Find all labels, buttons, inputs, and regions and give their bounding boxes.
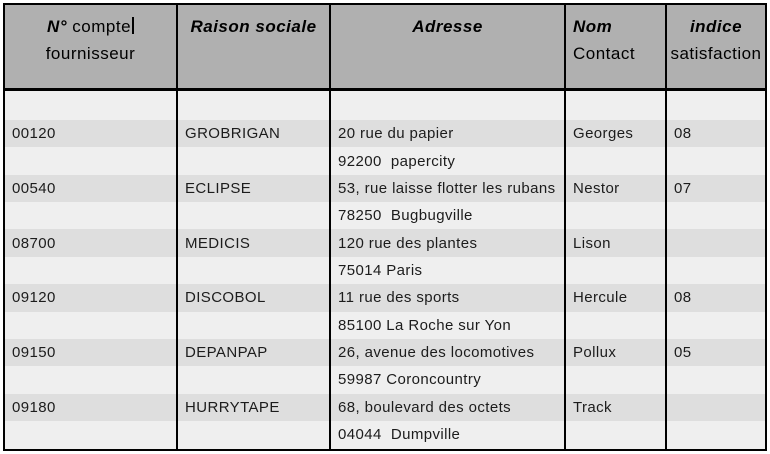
address-line2-cell[interactable]: 85100 La Roche sur Yon — [329, 311, 566, 339]
contact-cell[interactable]: Pollux — [564, 338, 667, 367]
supplier-row-line1: 08700 MEDICIS 120 rue des plantes Lison — [3, 229, 767, 257]
contact-empty-cell[interactable] — [564, 256, 667, 285]
header-account-line1: N° compte — [7, 13, 174, 40]
satisfaction-cell[interactable]: 08 — [665, 120, 767, 148]
company-cell[interactable]: MEDICIS — [176, 229, 331, 257]
contact-empty-cell[interactable] — [564, 420, 667, 450]
contact-cell[interactable]: Lison — [564, 229, 667, 257]
account-cell[interactable]: 09120 — [3, 284, 178, 312]
company-empty-cell[interactable] — [176, 420, 331, 450]
header-row: N° compte fournisseur Raison sociale Adr… — [3, 4, 767, 91]
company-cell[interactable]: DEPANPAP — [176, 338, 331, 367]
supplier-row-line1: 09120 DISCOBOL 11 rue des sports Hercule… — [3, 284, 767, 312]
company-cell[interactable]: HURRYTAPE — [176, 393, 331, 421]
supplier-row-line2: 92200 papercity — [3, 147, 767, 175]
address-line2-cell[interactable]: 78250 Bugbugville — [329, 202, 566, 230]
header-account-cell[interactable]: N° compte fournisseur — [3, 4, 178, 91]
company-empty-cell[interactable] — [176, 202, 331, 230]
table-body: 00120 GROBRIGAN 20 rue du papier Georges… — [3, 89, 767, 450]
header-company-cell[interactable]: Raison sociale — [176, 4, 331, 91]
address-line1-cell[interactable]: 26, avenue des locomotives — [329, 338, 566, 367]
contact-cell[interactable]: Nestor — [564, 174, 667, 203]
supplier-row-line1: 09150 DEPANPAP 26, avenue des locomotive… — [3, 338, 767, 367]
header-address-cell[interactable]: Adresse — [329, 4, 566, 91]
address-line1-cell[interactable]: 11 rue des sports — [329, 284, 566, 312]
supplier-row-line1: 00120 GROBRIGAN 20 rue du papier Georges… — [3, 120, 767, 148]
contact-empty-cell[interactable] — [564, 311, 667, 339]
address-line2-cell[interactable]: 04044 Dumpville — [329, 420, 566, 450]
empty-cell[interactable] — [176, 89, 331, 120]
account-cell[interactable]: 00120 — [3, 120, 178, 148]
header-contact-subtitle: Contact — [573, 44, 636, 63]
satisfaction-cell[interactable] — [665, 229, 767, 257]
company-cell[interactable]: DISCOBOL — [176, 284, 331, 312]
satisfaction-cell[interactable]: 08 — [665, 284, 767, 312]
company-empty-cell[interactable] — [176, 256, 331, 285]
header-address-title: Adresse — [412, 17, 483, 36]
supplier-row-line1: 09180 HURRYTAPE 68, boulevard des octets… — [3, 393, 767, 421]
supplier-row-line2: 78250 Bugbugville — [3, 202, 767, 230]
satisfaction-empty-cell[interactable] — [665, 147, 767, 175]
header-contact-cell[interactable]: Nom Contact — [564, 4, 667, 91]
supplier-row-line2: 85100 La Roche sur Yon — [3, 311, 767, 339]
contact-empty-cell[interactable] — [564, 202, 667, 230]
account-cell[interactable]: 08700 — [3, 229, 178, 257]
contact-empty-cell[interactable] — [564, 147, 667, 175]
header-satisfaction-subtitle: satisfaction — [670, 44, 762, 63]
account-empty-cell[interactable] — [3, 256, 178, 285]
supplier-row-line2: 59987 Coroncountry — [3, 366, 767, 394]
contact-empty-cell[interactable] — [564, 366, 667, 394]
satisfaction-empty-cell[interactable] — [665, 311, 767, 339]
satisfaction-cell[interactable] — [665, 393, 767, 421]
header-account-title-rest: compte — [67, 17, 132, 36]
account-empty-cell[interactable] — [3, 420, 178, 450]
account-empty-cell[interactable] — [3, 147, 178, 175]
header-satisfaction-cell[interactable]: indice satisfaction — [665, 4, 767, 91]
company-empty-cell[interactable] — [176, 366, 331, 394]
empty-cell[interactable] — [665, 89, 767, 120]
contact-cell[interactable]: Track — [564, 393, 667, 421]
empty-cell[interactable] — [329, 89, 566, 120]
satisfaction-cell[interactable]: 05 — [665, 338, 767, 367]
address-line2-cell[interactable]: 92200 papercity — [329, 147, 566, 175]
contact-cell[interactable]: Georges — [564, 120, 667, 148]
satisfaction-empty-cell[interactable] — [665, 256, 767, 285]
account-cell[interactable]: 00540 — [3, 174, 178, 203]
satisfaction-empty-cell[interactable] — [665, 420, 767, 450]
satisfaction-empty-cell[interactable] — [665, 366, 767, 394]
empty-cell[interactable] — [3, 89, 178, 120]
address-line1-cell[interactable]: 53, rue laisse flotter les rubans — [329, 174, 566, 203]
empty-cell[interactable] — [564, 89, 667, 120]
header-satisfaction-title: indice — [689, 17, 743, 36]
satisfaction-empty-cell[interactable] — [665, 202, 767, 230]
contact-cell[interactable]: Hercule — [564, 284, 667, 312]
account-cell[interactable]: 09180 — [3, 393, 178, 421]
company-cell[interactable]: GROBRIGAN — [176, 120, 331, 148]
address-line2-cell[interactable]: 59987 Coroncountry — [329, 366, 566, 394]
satisfaction-cell[interactable]: 07 — [665, 174, 767, 203]
company-empty-cell[interactable] — [176, 147, 331, 175]
suppliers-table: N° compte fournisseur Raison sociale Adr… — [3, 3, 767, 451]
account-empty-cell[interactable] — [3, 202, 178, 230]
empty-row — [3, 89, 767, 120]
header-company-title: Raison sociale — [190, 17, 317, 36]
company-cell[interactable]: ECLIPSE — [176, 174, 331, 203]
address-line2-cell[interactable]: 75014 Paris — [329, 256, 566, 285]
text-cursor — [132, 17, 135, 34]
account-empty-cell[interactable] — [3, 311, 178, 339]
account-cell[interactable]: 09150 — [3, 338, 178, 367]
supplier-row-line2: 75014 Paris — [3, 256, 767, 285]
table-header: N° compte fournisseur Raison sociale Adr… — [3, 4, 767, 91]
header-account-title: N° — [46, 17, 68, 36]
address-line1-cell[interactable]: 20 rue du papier — [329, 120, 566, 148]
address-line1-cell[interactable]: 120 rue des plantes — [329, 229, 566, 257]
supplier-row-line2: 04044 Dumpville — [3, 420, 767, 450]
company-empty-cell[interactable] — [176, 311, 331, 339]
address-line1-cell[interactable]: 68, boulevard des octets — [329, 393, 566, 421]
account-empty-cell[interactable] — [3, 366, 178, 394]
supplier-row-line1: 00540 ECLIPSE 53, rue laisse flotter les… — [3, 174, 767, 203]
header-account-subtitle: fournisseur — [45, 44, 136, 63]
header-contact-title: Nom — [573, 17, 613, 36]
